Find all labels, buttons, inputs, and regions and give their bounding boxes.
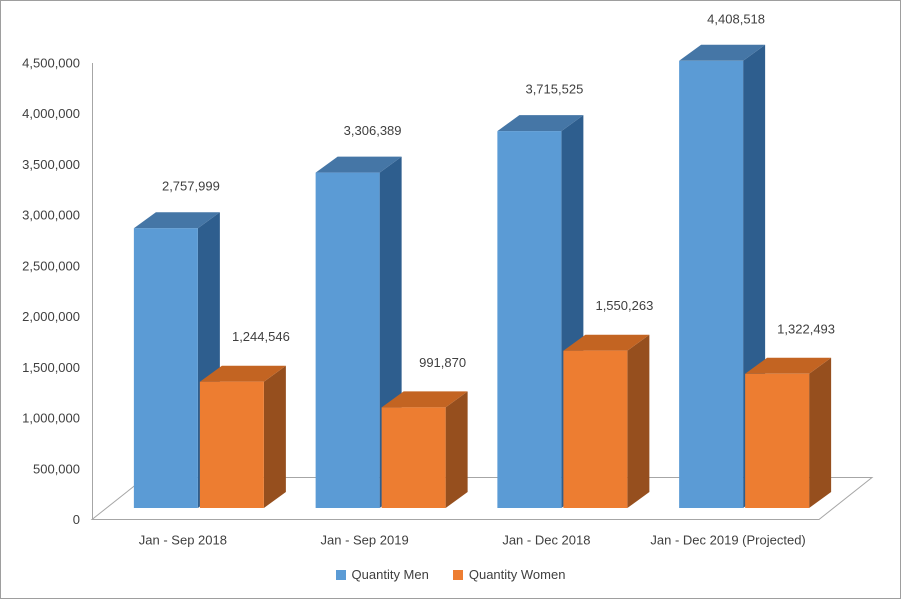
bar-quantity-women-jan-sep-2018: [199, 365, 286, 508]
y-tick-label-500-000: 500,000: [33, 461, 80, 476]
legend-swatch-women: [452, 569, 463, 580]
y-tick-label-1-000-000: 1,000,000: [22, 411, 80, 426]
bar-quantity-women-jan-sep-2019: [381, 391, 468, 508]
bar-front-face: [563, 350, 628, 508]
bar-front-face: [381, 407, 446, 508]
data-label-quantity-women-jan-sep-2018: 1,244,546: [232, 329, 290, 344]
data-label-quantity-men-jan-dec-2018: 3,715,525: [525, 82, 583, 97]
bars: [133, 44, 832, 509]
legend-swatch-men-icon: [335, 569, 346, 580]
category-label-jan-dec-2019-projected: Jan - Dec 2019 (Projected): [650, 533, 805, 548]
data-label-quantity-women-jan-sep-2019: 991,870: [419, 355, 466, 370]
y-tick-label-3-500-000: 3,500,000: [22, 157, 80, 172]
y-tick-label-1-500-000: 1,500,000: [22, 360, 80, 375]
bar-quantity-women-jan-dec-2019-projected: [745, 357, 832, 508]
y-tick-label-3-000-000: 3,000,000: [22, 208, 80, 223]
y-tick-label-2-000-000: 2,000,000: [22, 309, 80, 324]
legend-swatch-men: [335, 569, 346, 580]
bar-quantity-men-jan-dec-2019-projected: [679, 44, 766, 509]
bar-side-face: [627, 334, 650, 508]
bar-top-face: [563, 334, 650, 351]
legend-item-quantity-men: Quantity Men: [335, 567, 429, 582]
bar-front-face: [133, 228, 198, 508]
category-label-jan-sep-2019: Jan - Sep 2019: [321, 533, 409, 548]
bar-quantity-men-jan-dec-2018: [497, 115, 584, 508]
x-axis-category-labels: Jan - Sep 2018 Jan - Sep 2019 Jan - Dec 20…: [139, 533, 806, 548]
bar-top-face: [497, 115, 584, 132]
data-label-quantity-men-jan-sep-2019: 3,306,389: [344, 123, 402, 138]
data-label-quantity-men-jan-dec-2019-projected: 4,408,518: [707, 11, 765, 26]
data-label-quantity-women-jan-dec-2018: 1,550,263: [595, 298, 653, 313]
bar-front-face: [497, 131, 562, 508]
data-label-quantity-women-jan-dec-2019-projected: 1,322,493: [777, 321, 835, 336]
bar-front-face: [199, 381, 264, 508]
legend: Quantity Men Quantity Women: [1, 567, 900, 582]
bar-quantity-women-jan-dec-2018: [563, 334, 650, 508]
y-tick-label-4-500-000: 4,500,000: [22, 56, 80, 71]
y-axis-tick-labels: 0 500,000 1,000,000 1,500,000 2,000,000 2,500…: [22, 56, 80, 528]
bar-top-face: [315, 156, 402, 173]
data-labels: 2,757,999 1,244,546 3,306,389 991,870 3,715,…: [162, 11, 835, 370]
legend-swatch-women-icon: [452, 569, 463, 580]
bar-side-face: [809, 357, 832, 508]
y-tick-label-2-500-000: 2,500,000: [22, 258, 80, 273]
chart-floor: [90, 477, 874, 520]
data-label-quantity-men-jan-sep-2018: 2,757,999: [162, 179, 220, 194]
category-label-jan-sep-2018: Jan - Sep 2018: [139, 533, 227, 548]
bar-top-face: [381, 391, 468, 408]
bar-side-face: [445, 391, 468, 508]
legend-item-quantity-women: Quantity Women: [452, 567, 566, 582]
y-tick-label-0: 0: [73, 512, 80, 527]
bar-front-face: [745, 373, 810, 508]
legend-label-men: Quantity Men: [351, 567, 429, 582]
y-tick-label-4-000-000: 4,000,000: [22, 106, 80, 121]
bar-top-face: [199, 365, 286, 382]
bar-side-face: [263, 365, 286, 508]
bar-top-face: [133, 212, 220, 229]
bar-top-face: [745, 357, 832, 374]
category-label-jan-dec-2018: Jan - Dec 2018: [502, 533, 590, 548]
bar-front-face: [315, 172, 380, 508]
legend-label-women: Quantity Women: [468, 567, 566, 582]
bar-front-face: [679, 60, 744, 509]
bar-top-face: [679, 44, 766, 61]
